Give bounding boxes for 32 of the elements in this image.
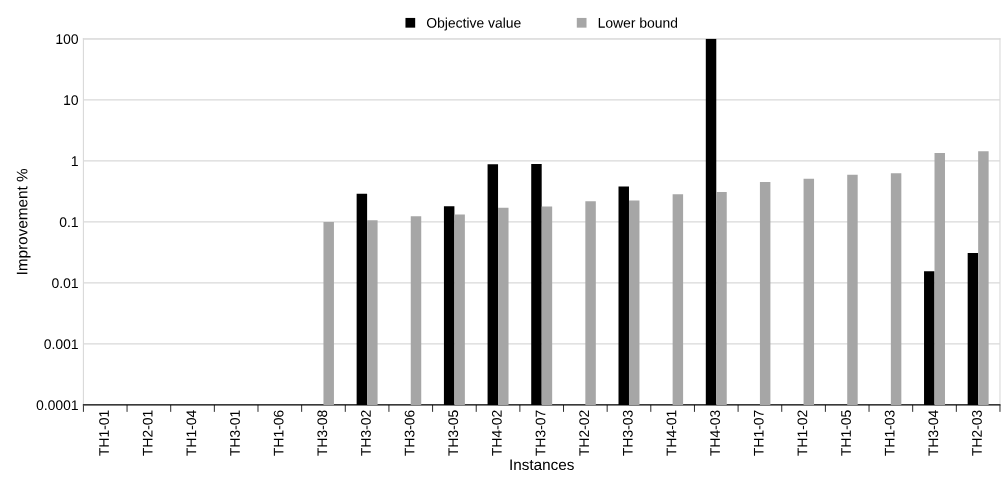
x-tick-label: TH1-06 <box>273 410 284 456</box>
x-tick-label: TH3-08 <box>317 410 328 456</box>
x-tick-label: TH4-03 <box>710 410 721 456</box>
x-tick-label: TH3-01 <box>230 410 240 456</box>
x-tick-label: TH2-02 <box>579 410 590 456</box>
x-tick-label: TH1-05 <box>841 410 851 456</box>
x-tick-label: TH3-03 <box>622 410 633 456</box>
x-tick-label: TH3-04 <box>928 410 939 456</box>
x-tick-label: TH1-03 <box>884 410 895 456</box>
x-tick-label: TH4-02 <box>491 410 502 456</box>
x-tick-label: TH4-01 <box>666 410 677 456</box>
y-tick-label: 0.01 <box>52 278 78 289</box>
x-tick-label: TH2-03 <box>972 410 982 456</box>
x-tick-label: TH1-07 <box>753 410 764 456</box>
legend-label: Lower bound <box>598 17 678 28</box>
y-tick-label: 0.001 <box>44 339 78 350</box>
x-tick-label: TH1-01 <box>99 410 109 456</box>
x-tick-label: TH3-07 <box>535 410 546 456</box>
x-axis-title: Instances <box>510 459 574 471</box>
y-tick-label: 0.0001 <box>36 400 78 411</box>
x-tick-label: TH3-05 <box>448 410 459 456</box>
x-tick-label: TH3-06 <box>404 410 415 456</box>
y-axis-title: Improvement % <box>16 168 31 274</box>
legend-label: Objective value <box>426 17 521 31</box>
y-tick-label: 0.1 <box>59 217 78 228</box>
y-tick-label: 100 <box>56 34 79 45</box>
x-tick-label: TH3-02 <box>361 410 371 456</box>
y-tick-label: 1 <box>71 156 78 166</box>
y-tick-label: 10 <box>64 95 79 106</box>
x-tick-label: TH1-02 <box>797 410 808 456</box>
x-tick-label: TH1-04 <box>186 410 197 456</box>
x-tick-label: TH2-01 <box>142 410 153 456</box>
